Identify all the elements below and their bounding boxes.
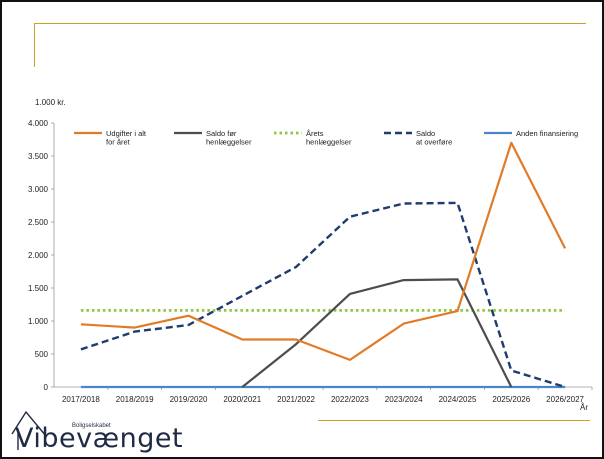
x-tick-label: 2020/2021 [223,395,261,404]
x-tick-label: 2023/2024 [385,395,423,404]
y-tick-label: 0 [44,383,49,392]
logo-wordmark: Vibevænget [15,423,184,454]
legend-label: for året [106,138,131,147]
legend-label: Udgifter i alt [106,129,147,138]
x-tick-label: 2026/2027 [546,395,584,404]
y-tick-label: 3.000 [28,185,49,194]
x-tick-label: 2025/2026 [492,395,530,404]
y-tick-label: 4.000 [28,119,49,128]
x-tick-label: 2022/2023 [331,395,369,404]
y-tick-label: 500 [35,350,49,359]
y-unit-label: 1.000 kr. [35,98,66,107]
legend-label: Saldo [416,129,435,138]
logo-subtitle: Boligselskabet [72,423,111,429]
x-tick-label: 2024/2025 [439,395,477,404]
x-tick-label: 2021/2022 [277,395,315,404]
decorative-top-bracket [34,23,35,67]
y-tick-label: 2.500 [28,218,49,227]
legend-label: Anden finansiering [516,129,578,138]
legend-label: Saldo før [206,129,237,138]
roof-logo-icon [11,410,47,450]
decorative-bottom-rule [318,420,590,421]
x-tick-labels: 2017/2018 2018/2019 2019/2020 2020/2021 2021… [62,387,593,404]
y-tick-label: 1.000 [28,317,49,326]
y-tick-label: 3.500 [28,152,49,161]
x-tick-label: 2017/2018 [62,395,100,404]
x-axis-label: År [580,403,588,412]
series-line-udgifter [80,141,567,361]
x-tick-label: 2018/2019 [116,395,154,404]
y-tick-labels: 0 500 1.000 1.500 2.000 2.500 3.000 3.500 4.000 [28,119,54,392]
series-line-saldo_overfore [80,201,566,389]
series-lines [80,141,567,389]
legend-label: henlæggelser [206,138,252,147]
series-line-saldo_for [241,278,513,388]
y-tick-label: 1.500 [28,284,49,293]
y-tick-label: 2.000 [28,251,49,260]
x-tick-label: 2019/2020 [170,395,208,404]
legend-label: henlæggelser [306,138,352,147]
decorative-top-rule [34,23,586,24]
legend-label: Årets [306,129,324,138]
legend-label: at overføre [416,138,452,147]
